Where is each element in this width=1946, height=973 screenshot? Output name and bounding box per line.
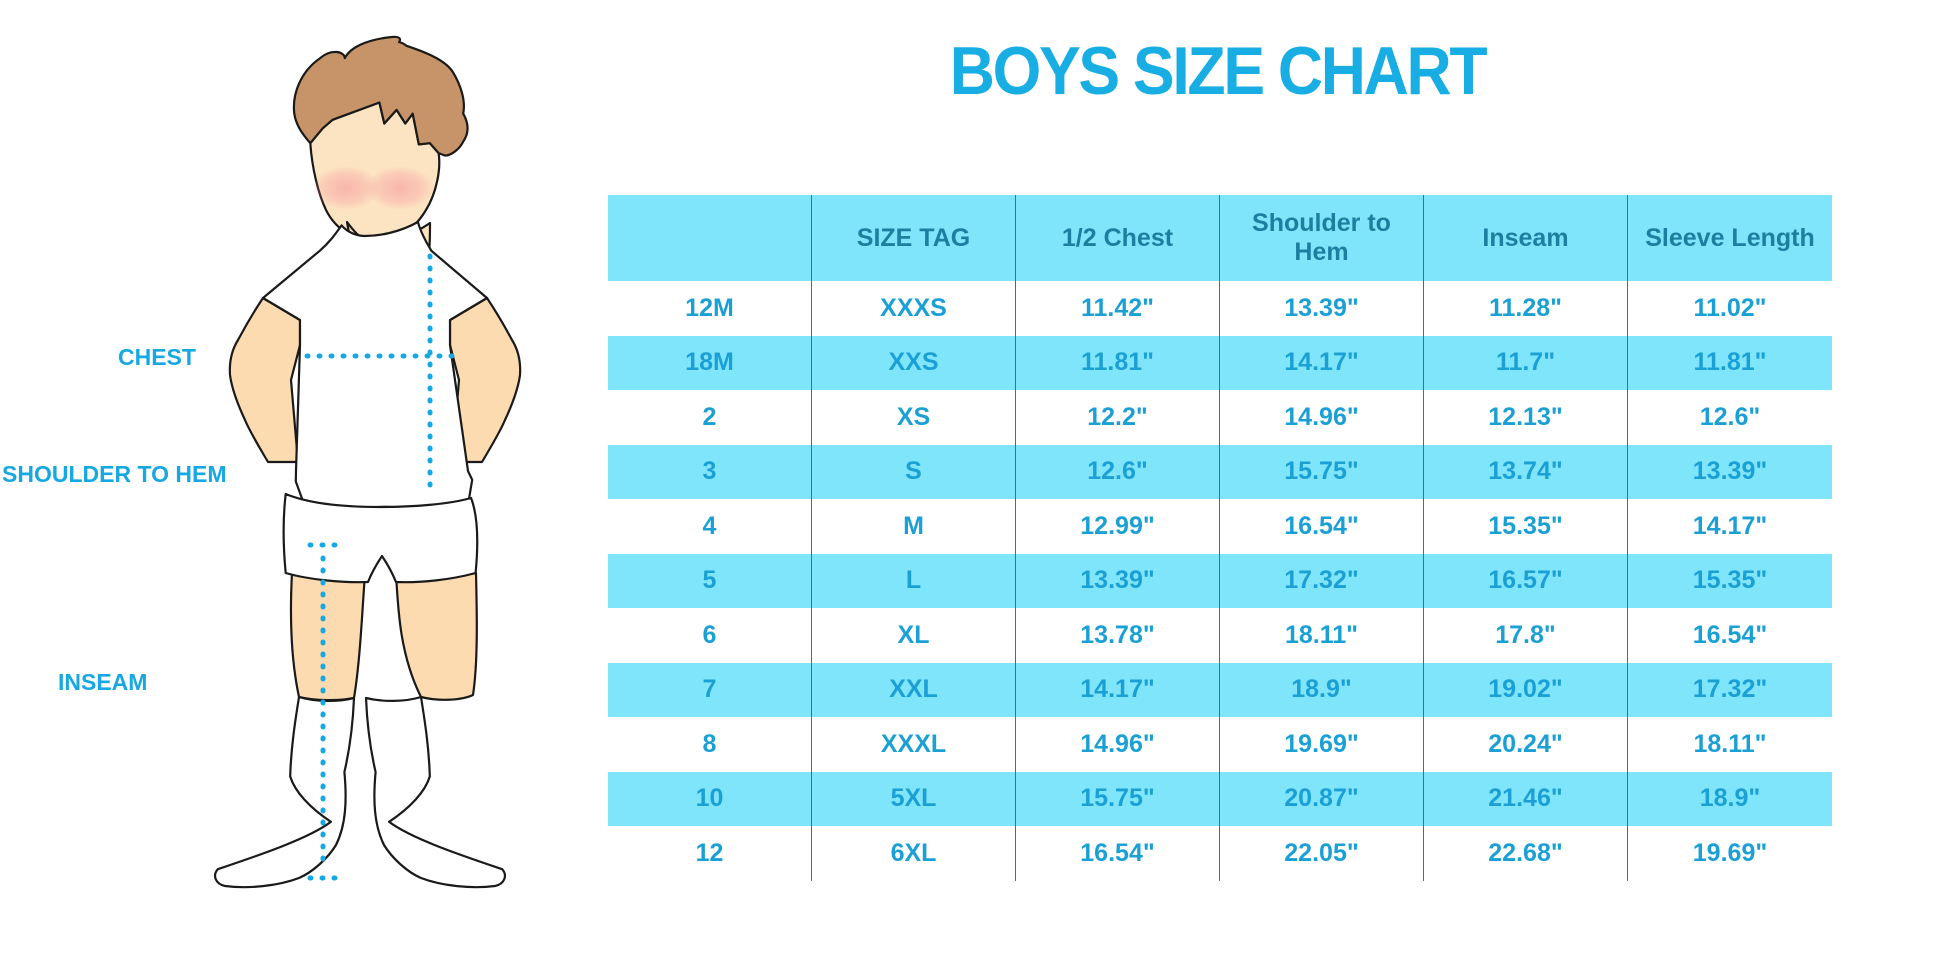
svg-text:SHOULDER TO HEM: SHOULDER TO HEM — [2, 461, 226, 487]
svg-text:INSEAM: INSEAM — [58, 669, 147, 695]
svg-text:CHEST: CHEST — [118, 344, 196, 370]
